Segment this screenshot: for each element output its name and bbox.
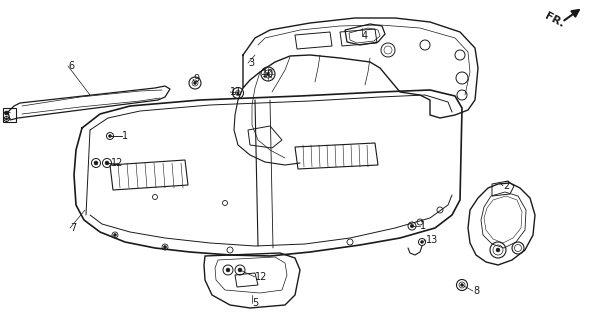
Polygon shape bbox=[340, 29, 377, 46]
Text: 6: 6 bbox=[68, 61, 74, 71]
Text: 1: 1 bbox=[122, 131, 128, 141]
Circle shape bbox=[164, 246, 166, 248]
Circle shape bbox=[457, 90, 467, 100]
Text: 7: 7 bbox=[70, 223, 76, 233]
Circle shape bbox=[461, 284, 464, 286]
Polygon shape bbox=[484, 196, 522, 243]
Circle shape bbox=[421, 241, 423, 244]
Circle shape bbox=[193, 82, 196, 84]
Circle shape bbox=[4, 111, 8, 115]
Circle shape bbox=[114, 234, 116, 236]
Circle shape bbox=[420, 40, 430, 50]
Circle shape bbox=[226, 268, 230, 272]
Text: 5: 5 bbox=[252, 298, 258, 308]
Circle shape bbox=[410, 224, 414, 228]
Text: 12: 12 bbox=[255, 272, 267, 282]
Text: 4: 4 bbox=[362, 31, 368, 41]
Text: 13: 13 bbox=[426, 235, 438, 245]
Circle shape bbox=[496, 248, 500, 252]
Circle shape bbox=[381, 43, 395, 57]
Circle shape bbox=[455, 50, 465, 60]
Text: 12: 12 bbox=[111, 158, 123, 168]
Text: 8: 8 bbox=[473, 286, 479, 296]
Circle shape bbox=[238, 268, 242, 272]
Text: 3: 3 bbox=[248, 58, 254, 68]
Text: 10: 10 bbox=[262, 69, 275, 79]
Text: 9: 9 bbox=[193, 74, 199, 84]
Text: 1: 1 bbox=[420, 221, 426, 231]
Circle shape bbox=[456, 72, 468, 84]
Text: 11: 11 bbox=[230, 87, 242, 97]
Circle shape bbox=[105, 161, 109, 165]
Circle shape bbox=[267, 73, 270, 76]
Circle shape bbox=[237, 92, 239, 94]
Circle shape bbox=[94, 161, 98, 165]
Circle shape bbox=[108, 134, 111, 138]
Circle shape bbox=[5, 118, 8, 120]
Text: 2: 2 bbox=[503, 181, 509, 191]
Polygon shape bbox=[295, 32, 332, 49]
Text: FR.: FR. bbox=[542, 11, 565, 29]
